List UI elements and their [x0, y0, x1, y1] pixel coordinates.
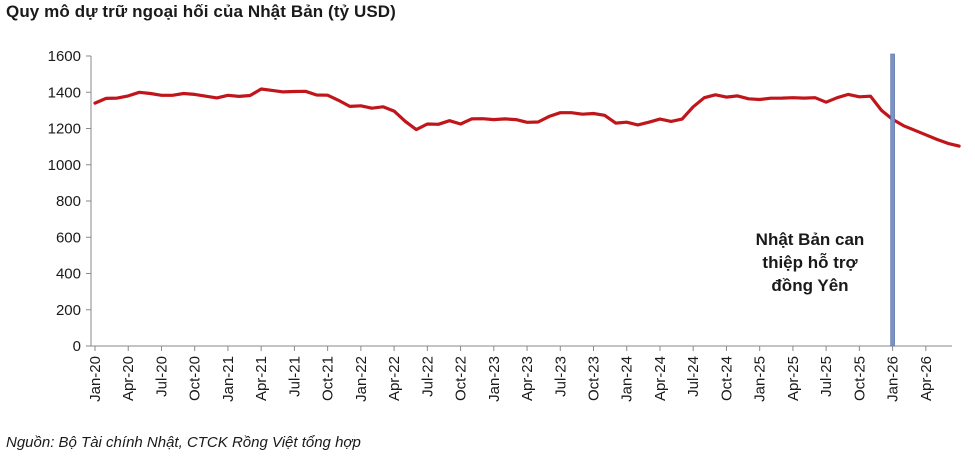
line-chart: 0 200 400 600 800 1000 1200 1400 1600 Jan-20 Apr-… — [48, 48, 961, 402]
y-tick-label: 1600 — [48, 48, 81, 65]
y-tick-label: 200 — [56, 302, 81, 319]
x-tick-label: Jan-20 — [87, 356, 104, 402]
x-tick-label: Oct-23 — [586, 356, 603, 401]
x-tick-label: Jul-22 — [419, 356, 436, 397]
annotation-line: thiệp hỗ trợ — [762, 253, 858, 272]
x-tick-label: Oct-22 — [453, 356, 470, 401]
y-tick-label: 1200 — [48, 121, 81, 138]
x-tick-label: Jan-23 — [486, 356, 503, 402]
intervention-marker — [890, 53, 895, 347]
x-axis: Jan-20 Apr-20 Jul-20 Oct-20 Jan-21 Apr-21 Jul-… — [87, 345, 952, 402]
x-tick-label: Jul-24 — [685, 356, 702, 397]
x-tick-label: Jan-25 — [752, 356, 769, 402]
x-tick-label: Oct-24 — [718, 356, 735, 401]
x-tick-label: Jul-20 — [153, 356, 170, 397]
chart-title: Quy mô dự trữ ngoại hối của Nhật Bản (tỷ… — [6, 2, 396, 21]
x-tick-label: Oct-21 — [320, 356, 337, 401]
x-tick-label: Apr-23 — [519, 356, 536, 401]
y-axis: 0 200 400 600 800 1000 1200 1400 1600 — [48, 48, 92, 355]
x-tick-label: Jan-24 — [619, 356, 636, 402]
x-tick-label: Jan-26 — [885, 356, 902, 402]
x-tick-label: Apr-26 — [918, 356, 935, 401]
x-tick-label: Jan-21 — [220, 356, 237, 402]
marker-bar — [890, 53, 895, 347]
series-polyline — [93, 87, 961, 148]
y-tick-label: 1000 — [48, 157, 81, 174]
y-tick-label: 400 — [56, 266, 81, 283]
x-tick-label: Apr-21 — [253, 356, 270, 401]
y-tick-label: 800 — [56, 193, 81, 210]
y-tick-label: 0 — [73, 338, 81, 355]
x-tick-label: Jul-25 — [818, 356, 835, 397]
chart-source: Nguồn: Bộ Tài chính Nhật, CTCK Rồng Việt… — [6, 434, 361, 451]
y-tick-label: 1400 — [48, 84, 81, 101]
x-tick-label: Oct-25 — [851, 356, 868, 401]
x-tick-label: Jul-23 — [552, 356, 569, 397]
annotation-line: Nhật Bản can — [756, 230, 865, 249]
x-tick-label: Apr-25 — [785, 356, 802, 401]
x-tick-label: Jan-22 — [353, 356, 370, 402]
annotation-line: đồng Yên — [771, 276, 848, 295]
x-tick-label: Apr-20 — [120, 356, 137, 401]
x-tick-label: Apr-24 — [652, 356, 669, 401]
x-tick-label: Jul-21 — [286, 356, 303, 397]
x-tick-label: Apr-22 — [386, 356, 403, 401]
series-line — [93, 87, 961, 148]
y-tick-label: 600 — [56, 229, 81, 246]
annotation: Nhật Bản can thiệp hỗ trợ đồng Yên — [756, 230, 865, 295]
x-tick-label: Oct-20 — [187, 356, 204, 401]
